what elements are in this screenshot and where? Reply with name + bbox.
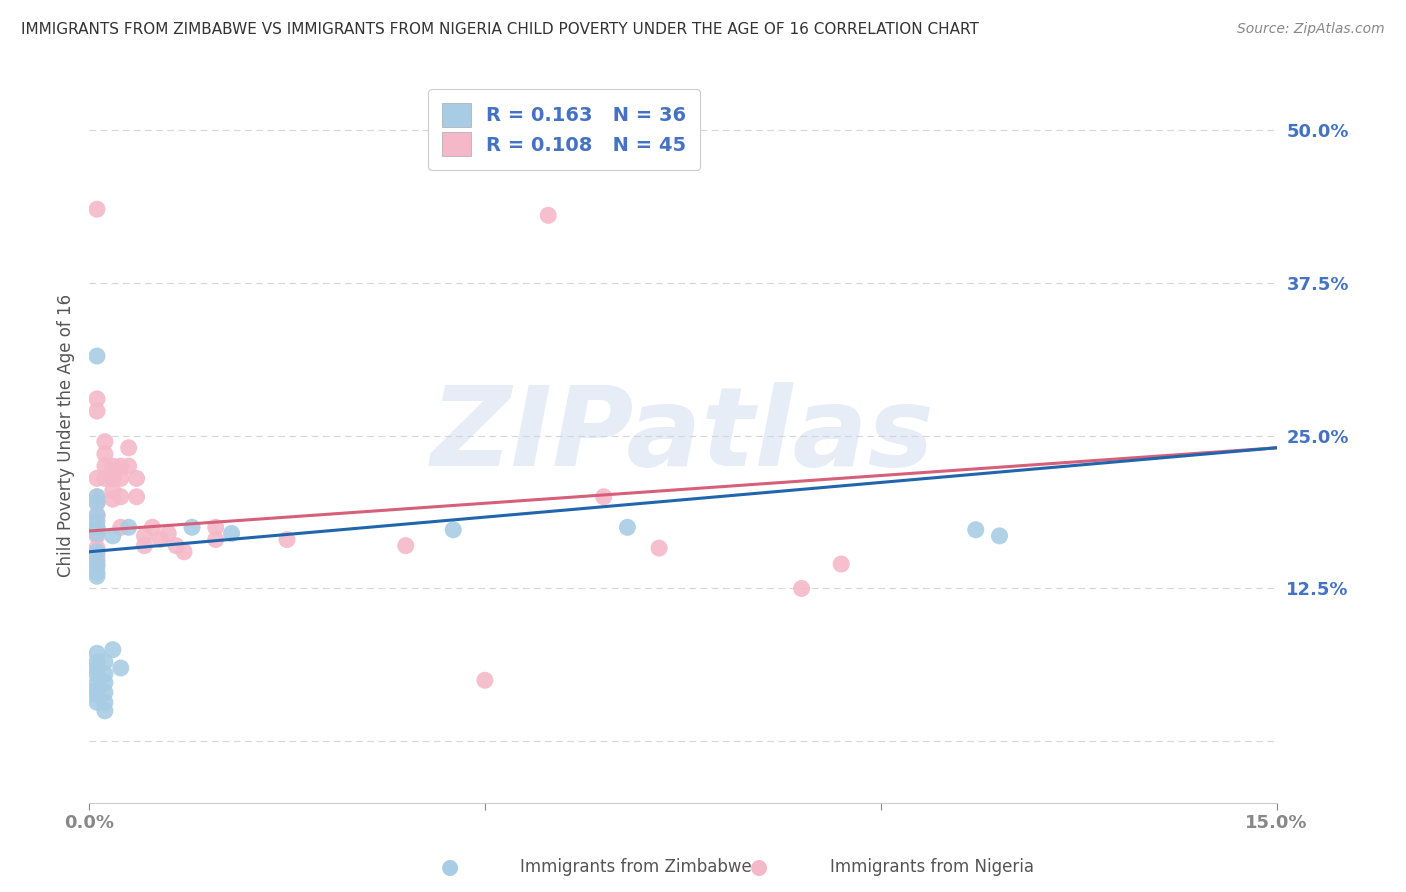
Point bbox=[94, 447, 117, 461]
Point bbox=[101, 459, 124, 474]
Point bbox=[86, 559, 108, 574]
Text: Source: ZipAtlas.com: Source: ZipAtlas.com bbox=[1237, 22, 1385, 37]
Point bbox=[537, 208, 560, 222]
Point bbox=[86, 667, 108, 681]
Point bbox=[86, 392, 108, 406]
Point bbox=[86, 496, 108, 510]
Point bbox=[86, 471, 108, 485]
Point bbox=[86, 529, 108, 543]
Point bbox=[86, 569, 108, 583]
Point bbox=[110, 661, 132, 675]
Point bbox=[94, 704, 117, 718]
Point bbox=[86, 496, 108, 510]
Point bbox=[110, 471, 132, 485]
Point bbox=[86, 545, 108, 559]
Point bbox=[181, 520, 204, 534]
Point bbox=[86, 566, 108, 580]
Point bbox=[616, 520, 638, 534]
Legend: R = 0.163   N = 36, R = 0.108   N = 45: R = 0.163 N = 36, R = 0.108 N = 45 bbox=[427, 89, 700, 169]
Point bbox=[86, 526, 108, 541]
Point bbox=[86, 508, 108, 522]
Point bbox=[86, 553, 108, 567]
Text: Immigrants from Zimbabwe: Immigrants from Zimbabwe bbox=[520, 858, 752, 876]
Point bbox=[592, 490, 614, 504]
Point bbox=[86, 349, 108, 363]
Text: ZIPatlas: ZIPatlas bbox=[432, 382, 935, 489]
Point bbox=[149, 533, 172, 547]
Point bbox=[86, 541, 108, 555]
Text: ●: ● bbox=[441, 857, 458, 877]
Point bbox=[125, 471, 148, 485]
Point bbox=[204, 533, 226, 547]
Point bbox=[86, 661, 108, 675]
Point bbox=[165, 539, 187, 553]
Point bbox=[86, 646, 108, 660]
Point bbox=[86, 688, 108, 702]
Point bbox=[830, 557, 852, 571]
Point bbox=[86, 404, 108, 418]
Point bbox=[395, 539, 418, 553]
Point bbox=[965, 523, 987, 537]
Point bbox=[86, 683, 108, 698]
Y-axis label: Child Poverty Under the Age of 16: Child Poverty Under the Age of 16 bbox=[58, 294, 75, 577]
Point bbox=[101, 492, 124, 507]
Point bbox=[86, 508, 108, 522]
Point bbox=[86, 490, 108, 504]
Point bbox=[86, 520, 108, 534]
Text: Immigrants from Nigeria: Immigrants from Nigeria bbox=[830, 858, 1033, 876]
Point bbox=[110, 459, 132, 474]
Point bbox=[276, 533, 298, 547]
Point bbox=[94, 434, 117, 449]
Point bbox=[86, 202, 108, 217]
Point bbox=[86, 549, 108, 563]
Point bbox=[110, 490, 132, 504]
Point bbox=[101, 471, 124, 485]
Point bbox=[648, 541, 671, 555]
Point bbox=[134, 539, 156, 553]
Point bbox=[125, 490, 148, 504]
Point bbox=[118, 459, 141, 474]
Point bbox=[110, 520, 132, 534]
Point bbox=[173, 545, 195, 559]
Point bbox=[101, 529, 124, 543]
Point bbox=[86, 557, 108, 571]
Point bbox=[474, 673, 496, 688]
Point bbox=[101, 483, 124, 498]
Point bbox=[94, 685, 117, 699]
Point bbox=[101, 642, 124, 657]
Point bbox=[86, 695, 108, 709]
Point bbox=[86, 675, 108, 690]
Point bbox=[94, 459, 117, 474]
Point bbox=[118, 520, 141, 534]
Point bbox=[157, 526, 180, 541]
Point bbox=[141, 520, 163, 534]
Point bbox=[118, 441, 141, 455]
Point bbox=[221, 526, 243, 541]
Point bbox=[790, 582, 813, 596]
Point bbox=[94, 655, 117, 669]
Point bbox=[86, 520, 108, 534]
Point bbox=[134, 529, 156, 543]
Point bbox=[86, 655, 108, 669]
Point bbox=[441, 523, 464, 537]
Point bbox=[988, 529, 1011, 543]
Point bbox=[86, 514, 108, 528]
Point bbox=[94, 471, 117, 485]
Text: IMMIGRANTS FROM ZIMBABWE VS IMMIGRANTS FROM NIGERIA CHILD POVERTY UNDER THE AGE : IMMIGRANTS FROM ZIMBABWE VS IMMIGRANTS F… bbox=[21, 22, 979, 37]
Point bbox=[94, 667, 117, 681]
Point bbox=[94, 695, 117, 709]
Point bbox=[86, 490, 108, 504]
Text: ●: ● bbox=[751, 857, 768, 877]
Point bbox=[94, 675, 117, 690]
Point bbox=[204, 520, 226, 534]
